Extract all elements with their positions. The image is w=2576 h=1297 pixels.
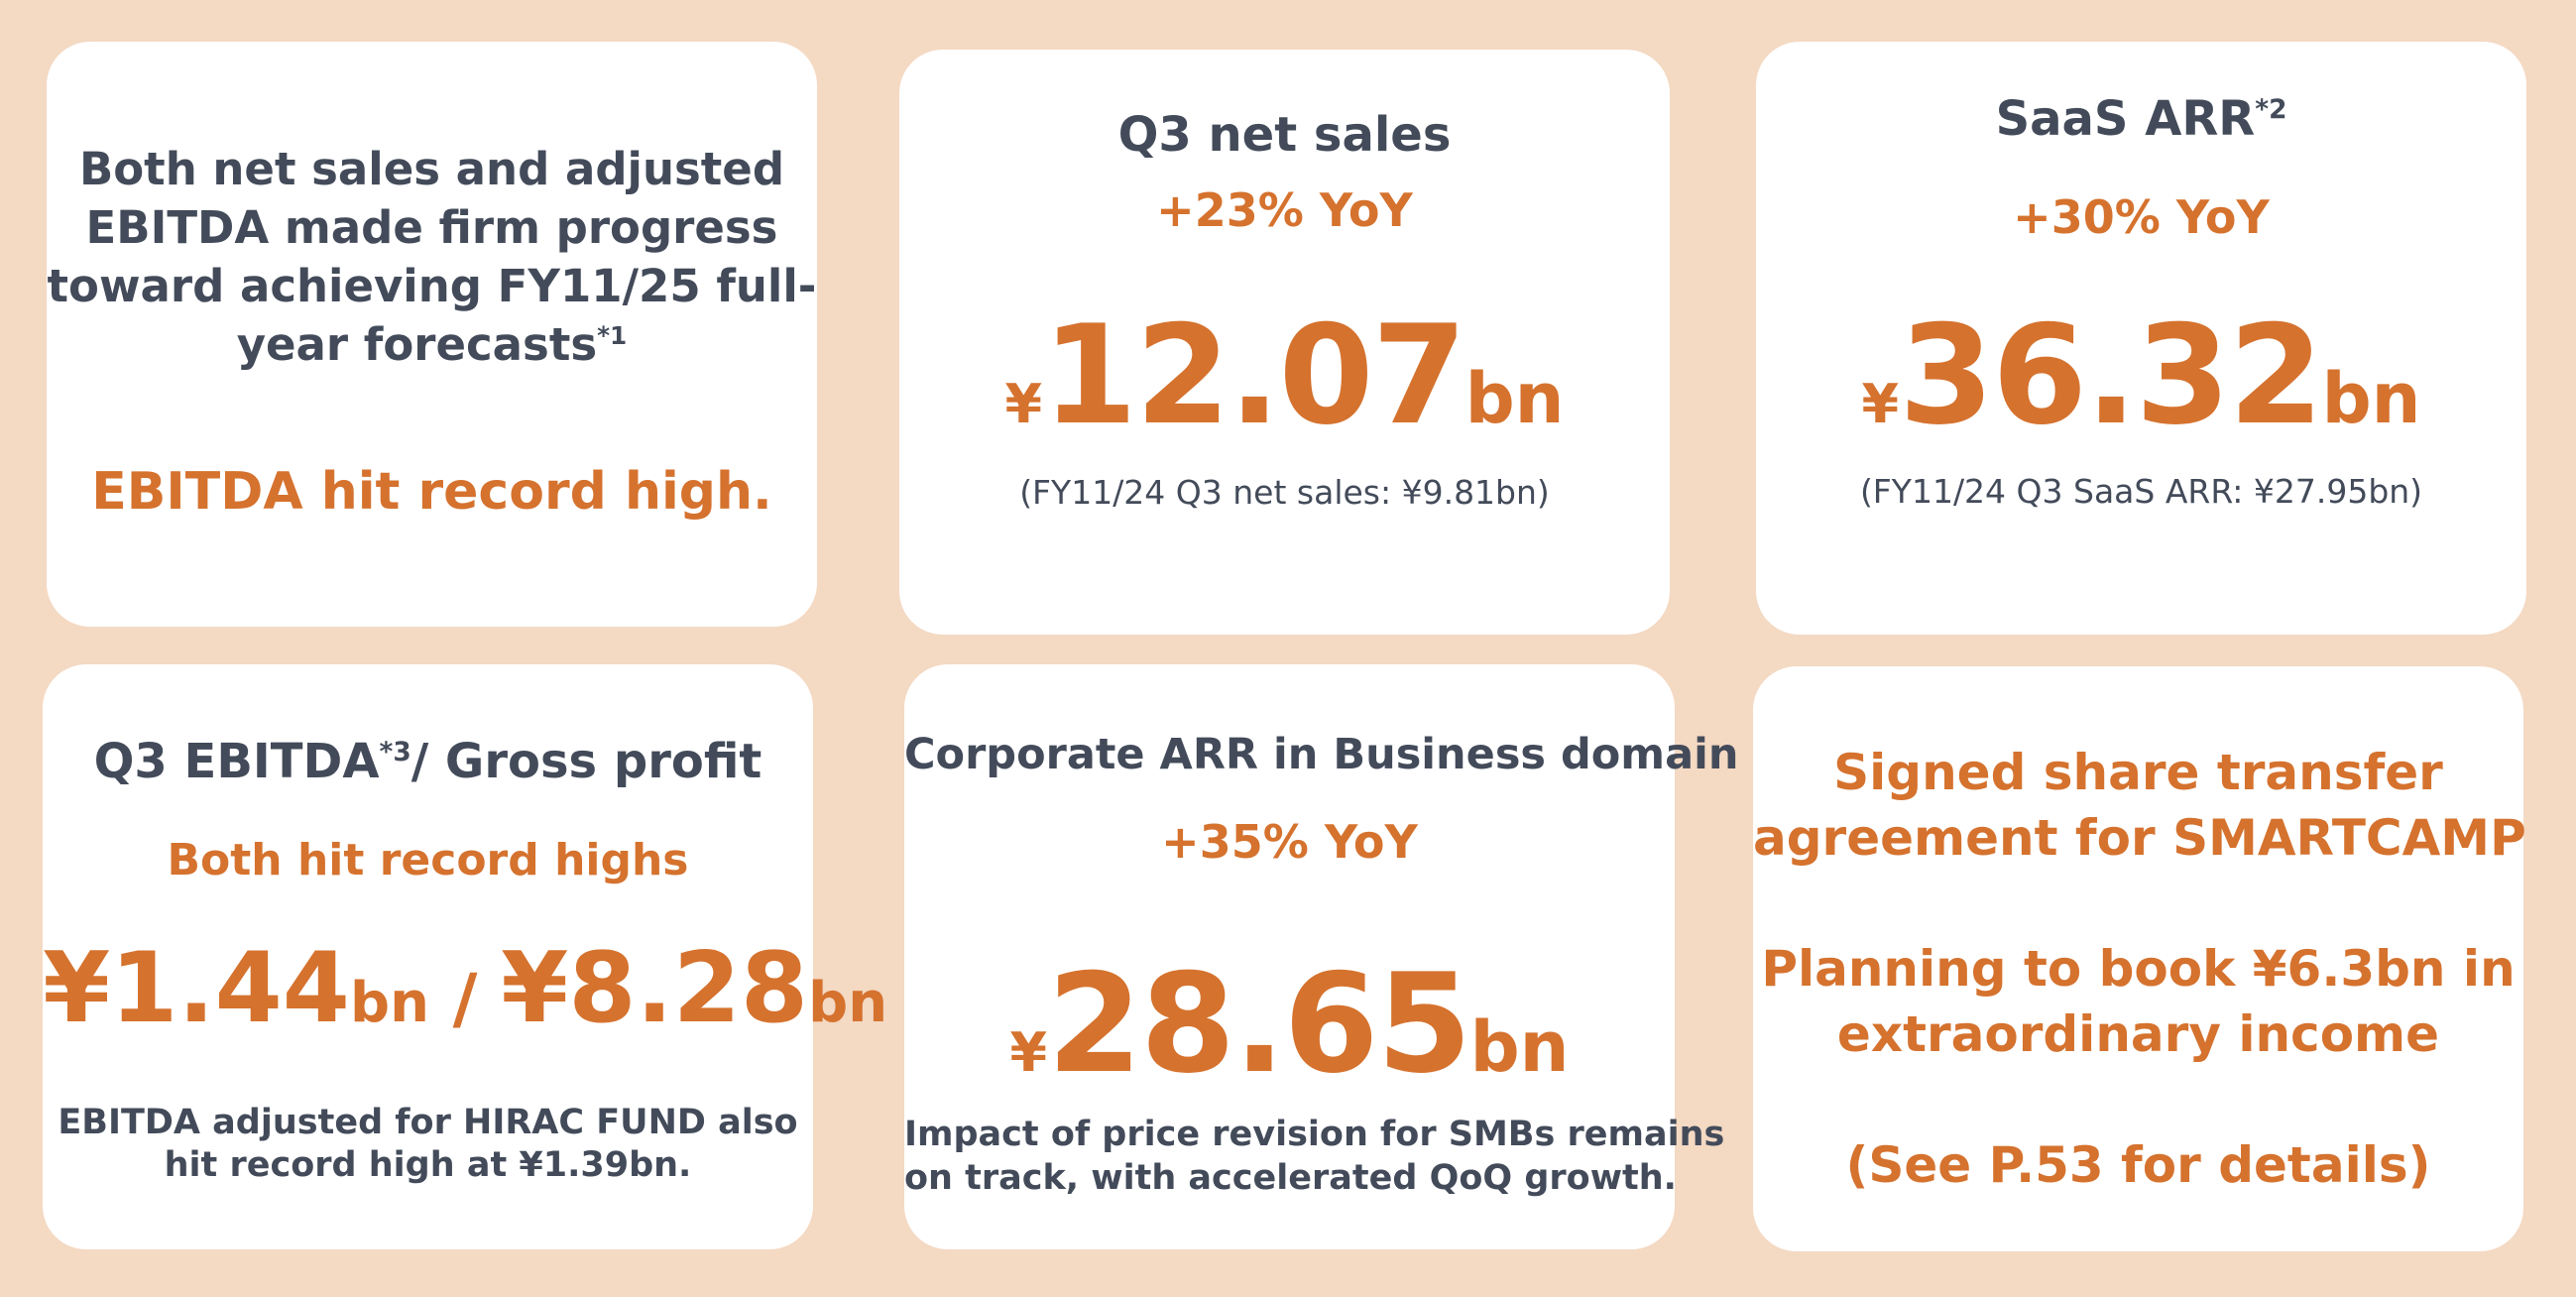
card-q3-net-sales: Q3 net sales +23% YoY ¥12.07bn (FY11/24 … (899, 50, 1670, 635)
card6-line-2: agreement for SMARTCAMP (1753, 809, 2526, 867)
card2-number: 12.07 (1042, 295, 1467, 455)
card2-footnote: (FY11/24 Q3 net sales: ¥9.81bn) (1019, 473, 1550, 512)
card2-title: Q3 net sales (1117, 107, 1452, 163)
card6-line-4: extraordinary income (1836, 1005, 2440, 1063)
card4-title-b: / Gross profit (410, 734, 762, 789)
card3-unit: bn (2321, 358, 2421, 439)
footnote-marker: *2 (2255, 94, 2287, 125)
card4-values: ¥1.44bn / ¥8.28bn (43, 932, 887, 1045)
card2-unit: bn (1464, 358, 1565, 439)
card2-value: ¥12.07bn (899, 295, 1670, 455)
card2-currency: ¥ (1004, 373, 1043, 435)
card1-line-3: toward achieving FY11/25 full- (47, 260, 817, 312)
card-saas-arr: SaaS ARR*2 +30% YoY ¥36.32bn (FY11/24 Q3… (1756, 42, 2526, 635)
card-smartcamp-agreement: Signed share transfer agreement for SMAR… (1753, 666, 2526, 1251)
card2-growth: +23% YoY (1156, 183, 1413, 237)
card1-line-4-text: year forecasts (236, 318, 598, 371)
footnote-marker: *1 (597, 321, 628, 350)
card5-growth: +35% YoY (1161, 815, 1418, 869)
card4-ebitda-unit: bn (349, 971, 429, 1035)
card5-number: 28.65 (1047, 944, 1472, 1104)
card5-footnote-line-1: Impact of price revision for SMBs remain… (904, 1115, 1725, 1154)
card4-footnote-line-2: hit record high at ¥1.39bn. (164, 1145, 692, 1185)
card5-unit: bn (1469, 1006, 1570, 1088)
card1-line-1: Both net sales and adjusted (78, 143, 785, 195)
card5-footnote-line-2: on track, with accelerated QoQ growth. (904, 1158, 1677, 1198)
card3-value: ¥36.32bn (1756, 295, 2526, 455)
card-corporate-arr: Corporate ARR in Business domain +35% Yo… (904, 664, 1739, 1249)
card6-line-1: Signed share transfer (1833, 744, 2443, 801)
card4-ebitda-value: ¥1.44 (43, 932, 350, 1045)
card3-number: 36.32 (1899, 295, 2324, 455)
card4-subtitle: Both hit record highs (167, 835, 689, 885)
card1-line-4: year forecasts*1 (47, 318, 817, 371)
card5-value: ¥28.65bn (904, 944, 1675, 1104)
card3-footnote: (FY11/24 Q3 SaaS ARR: ¥27.95bn) (1859, 472, 2423, 511)
card4-gross-profit-unit: bn (808, 971, 888, 1035)
card5-currency: ¥ (1009, 1021, 1048, 1084)
card3-title-text: SaaS ARR (1995, 91, 2256, 147)
card4-gross-profit-value: ¥8.28 (501, 932, 809, 1045)
card4-separator: / (428, 960, 502, 1038)
card4-title: Q3 EBITDA*3/ Gross profit (43, 734, 813, 789)
card5-title: Corporate ARR in Business domain (904, 730, 1739, 779)
card4-footnote-line-1: EBITDA adjusted for HIRAC FUND also (58, 1103, 798, 1142)
card1-line-2: EBITDA made firm progress (85, 201, 778, 254)
card3-title: SaaS ARR*2 (1756, 91, 2526, 147)
card3-currency: ¥ (1861, 373, 1900, 435)
card6-line-3: Planning to book ¥6.3bn in (1761, 940, 2516, 998)
card4-title-a: Q3 EBITDA (93, 734, 380, 789)
card6-line-5: (See P.53 for details) (1845, 1136, 2431, 1194)
card3-growth: +30% YoY (2013, 190, 2270, 244)
card-forecast-progress: Both net sales and adjusted EBITDA made … (47, 42, 817, 627)
footnote-marker: *3 (379, 737, 411, 767)
card-ebitda-gross-profit: Q3 EBITDA*3/ Gross profit Both hit recor… (43, 664, 887, 1249)
card1-highlight: EBITDA hit record high. (91, 462, 772, 522)
